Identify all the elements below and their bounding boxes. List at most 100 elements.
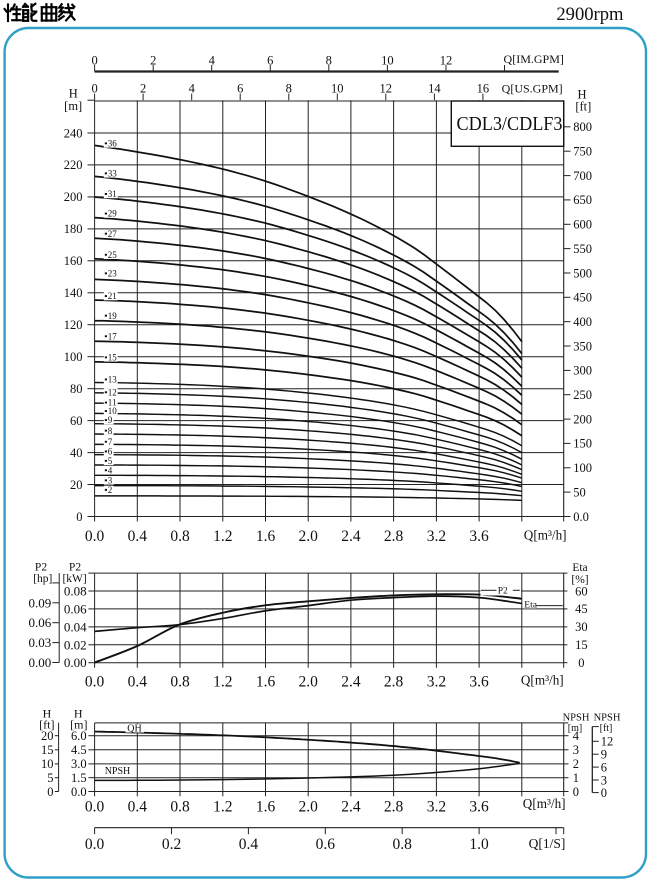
svg-text:QH: QH (127, 724, 141, 735)
svg-text:9: 9 (601, 748, 607, 762)
svg-text:2.8: 2.8 (384, 674, 404, 691)
svg-text:0: 0 (91, 53, 97, 67)
svg-text:0.0: 0.0 (85, 836, 105, 853)
svg-text:60: 60 (575, 584, 588, 598)
svg-text:P2: P2 (35, 562, 47, 574)
svg-text:14: 14 (428, 82, 441, 96)
svg-text:16: 16 (477, 82, 490, 96)
svg-text:3: 3 (108, 476, 113, 486)
svg-text:4: 4 (189, 82, 196, 96)
svg-text:3.0: 3.0 (71, 757, 87, 771)
svg-text:45: 45 (575, 602, 588, 616)
svg-text:9: 9 (108, 415, 113, 425)
svg-text:11: 11 (108, 398, 117, 408)
svg-text:0.4: 0.4 (128, 528, 148, 545)
svg-text:0.00: 0.00 (64, 655, 87, 670)
svg-text:0.0: 0.0 (573, 510, 589, 524)
svg-text:0: 0 (47, 785, 53, 799)
svg-text:Q[IM.GPM]: Q[IM.GPM] (504, 52, 564, 66)
svg-text:2.4: 2.4 (341, 799, 361, 816)
svg-text:H: H (74, 706, 83, 720)
svg-text:Q[m³/h]: Q[m³/h] (521, 673, 564, 688)
svg-text:100: 100 (64, 350, 83, 364)
svg-text:0.04: 0.04 (64, 619, 87, 634)
svg-text:2.8: 2.8 (384, 799, 404, 816)
svg-text:8: 8 (326, 53, 332, 67)
svg-text:3.2: 3.2 (427, 799, 446, 816)
svg-text:1.6: 1.6 (256, 528, 276, 545)
svg-text:0: 0 (573, 785, 579, 799)
svg-text:1.6: 1.6 (256, 799, 276, 816)
svg-text:2: 2 (108, 485, 113, 495)
svg-text:0: 0 (76, 510, 82, 524)
svg-text:H: H (577, 88, 586, 102)
svg-text:650: 650 (573, 193, 592, 207)
svg-text:12: 12 (108, 387, 117, 397)
svg-text:0.4: 0.4 (128, 799, 148, 816)
svg-text:0.8: 0.8 (170, 799, 190, 816)
svg-text:6: 6 (237, 82, 243, 96)
svg-text:31: 31 (108, 189, 117, 199)
svg-text:2.8: 2.8 (384, 528, 404, 545)
svg-text:600: 600 (573, 218, 592, 232)
svg-text:30: 30 (575, 620, 588, 634)
svg-text:450: 450 (573, 291, 592, 305)
svg-text:4.5: 4.5 (71, 743, 87, 757)
svg-text:2.0: 2.0 (299, 528, 319, 545)
svg-text:CDL3/CDLF3: CDL3/CDLF3 (457, 113, 563, 135)
svg-text:60: 60 (70, 414, 83, 428)
svg-text:0.06: 0.06 (28, 615, 51, 630)
svg-text:23: 23 (108, 269, 118, 279)
svg-text:220: 220 (64, 158, 83, 172)
svg-text:[m]: [m] (64, 99, 82, 113)
svg-text:8: 8 (286, 82, 292, 96)
svg-text:180: 180 (64, 222, 83, 236)
svg-text:0.4: 0.4 (128, 674, 148, 691)
svg-text:19: 19 (108, 311, 118, 321)
svg-text:4: 4 (209, 53, 216, 67)
svg-text:800: 800 (573, 120, 592, 134)
svg-text:P2: P2 (69, 562, 81, 574)
svg-text:3.6: 3.6 (469, 799, 489, 816)
svg-text:120: 120 (64, 318, 83, 332)
svg-text:0.0: 0.0 (71, 785, 87, 799)
svg-text:4: 4 (573, 729, 580, 743)
svg-text:550: 550 (573, 242, 592, 256)
svg-text:29: 29 (108, 209, 118, 219)
svg-text:4: 4 (108, 465, 113, 475)
svg-text:1: 1 (573, 771, 579, 785)
svg-text:NPSH: NPSH (563, 713, 590, 724)
svg-text:3.2: 3.2 (427, 528, 446, 545)
svg-text:Q[1/S]: Q[1/S] (529, 836, 566, 851)
svg-text:1.6: 1.6 (256, 674, 276, 691)
svg-text:20: 20 (70, 478, 83, 492)
svg-text:[%]: [%] (571, 574, 588, 586)
svg-text:300: 300 (573, 364, 592, 378)
svg-text:27: 27 (108, 229, 118, 239)
svg-text:0.8: 0.8 (393, 836, 413, 853)
svg-text:[kW]: [kW] (62, 573, 86, 585)
svg-text:Q[m³/h]: Q[m³/h] (523, 796, 566, 811)
svg-text:0.0: 0.0 (85, 799, 105, 816)
svg-text:15: 15 (41, 743, 54, 757)
svg-text:21: 21 (108, 291, 117, 301)
svg-text:H: H (43, 706, 52, 720)
svg-text:5: 5 (47, 771, 53, 785)
svg-text:100: 100 (573, 461, 592, 475)
svg-text:0: 0 (578, 656, 584, 670)
svg-text:0.03: 0.03 (28, 635, 51, 650)
svg-text:0.02: 0.02 (64, 637, 87, 652)
svg-text:10: 10 (41, 757, 54, 771)
svg-text:3: 3 (601, 773, 607, 787)
svg-text:15: 15 (108, 353, 118, 363)
svg-text:H: H (69, 87, 78, 101)
svg-text:10: 10 (108, 406, 118, 416)
svg-text:150: 150 (573, 437, 592, 451)
svg-text:250: 250 (573, 388, 592, 402)
svg-text:12: 12 (380, 82, 393, 96)
svg-text:10: 10 (381, 53, 394, 67)
svg-text:3.2: 3.2 (427, 674, 446, 691)
svg-text:1.2: 1.2 (213, 674, 232, 691)
svg-text:Q[US.GPM]: Q[US.GPM] (502, 82, 563, 96)
svg-text:2.0: 2.0 (299, 799, 319, 816)
